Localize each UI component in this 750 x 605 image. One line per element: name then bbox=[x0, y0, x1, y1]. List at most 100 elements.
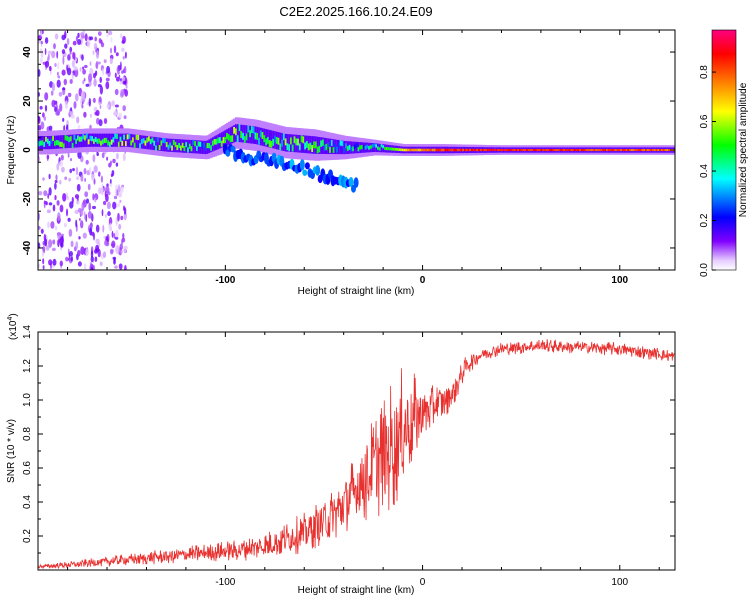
ridge-edge bbox=[85, 133, 90, 147]
ridge-core bbox=[290, 137, 294, 145]
noise-speck bbox=[103, 200, 107, 206]
noise-speck bbox=[55, 174, 58, 181]
ridge-core bbox=[627, 149, 631, 152]
figure-title: C2E2.2025.166.10.24.E09 bbox=[279, 4, 432, 19]
ridge-core bbox=[46, 138, 51, 144]
ridge-core bbox=[339, 140, 343, 146]
ridge-core bbox=[361, 145, 365, 150]
ridge-core bbox=[188, 143, 193, 149]
noise-speck bbox=[54, 195, 57, 201]
ridge-edge bbox=[156, 137, 161, 151]
noise-speck bbox=[106, 156, 108, 161]
snr-y-label: SNR (10 * v/v) bbox=[6, 419, 17, 483]
y-tick-label: 0.6 bbox=[22, 461, 33, 475]
ridge-core bbox=[306, 141, 310, 148]
ridge-core bbox=[121, 140, 125, 146]
noise-speck bbox=[116, 152, 119, 160]
colorbar bbox=[711, 29, 737, 271]
ridge-core bbox=[462, 148, 466, 152]
ridge-core bbox=[227, 134, 232, 141]
noise-speck bbox=[99, 76, 102, 83]
ridge-core bbox=[307, 143, 311, 151]
x-tick-label: 100 bbox=[611, 577, 628, 588]
ridge-core bbox=[329, 146, 333, 153]
noise-speck bbox=[106, 65, 111, 74]
noise-speck bbox=[89, 67, 94, 76]
noise-speck bbox=[47, 193, 50, 199]
noise-speck bbox=[89, 81, 92, 86]
ridge-core bbox=[513, 149, 517, 152]
ridge-core bbox=[197, 141, 201, 147]
noise-speck bbox=[115, 188, 117, 197]
ridge-core bbox=[551, 149, 555, 152]
ridge-core bbox=[474, 148, 478, 152]
noise-speck bbox=[83, 77, 86, 82]
colorbar-ticks: 0.0 0.2 0.4 0.6 0.8 bbox=[699, 65, 716, 277]
noise-speck bbox=[109, 160, 113, 166]
ridge-core bbox=[641, 149, 645, 152]
noise-speck bbox=[38, 69, 41, 77]
ridge-core bbox=[300, 135, 304, 143]
ridge-edge bbox=[107, 133, 111, 147]
ridge-core bbox=[549, 149, 553, 152]
noise-speck bbox=[92, 265, 96, 270]
ridge-core bbox=[346, 146, 350, 151]
noise-speck bbox=[121, 40, 125, 44]
ridge-edge bbox=[210, 138, 214, 153]
y-tick-label: 1.0 bbox=[22, 393, 33, 407]
noise-speck bbox=[104, 240, 108, 246]
ridge-core bbox=[416, 148, 420, 152]
noise-speck bbox=[90, 250, 94, 258]
noise-speck bbox=[111, 101, 115, 107]
noise-speck bbox=[85, 159, 89, 165]
ridge-core bbox=[235, 128, 239, 136]
ridge-core bbox=[114, 133, 118, 139]
ridge-edge bbox=[268, 129, 272, 148]
branch-blob bbox=[315, 165, 321, 176]
noise-speck bbox=[75, 209, 78, 214]
noise-speck bbox=[121, 47, 125, 52]
colorbar-tick-label: 0.0 bbox=[699, 263, 710, 277]
ridge-core bbox=[259, 130, 264, 138]
noise-speck bbox=[110, 36, 113, 43]
ridge-edge bbox=[109, 133, 113, 147]
ridge-core bbox=[338, 142, 342, 149]
snr-multiplier-close: ) bbox=[8, 313, 19, 316]
noise-speck bbox=[54, 63, 57, 67]
ridge-core bbox=[414, 148, 418, 152]
noise-speck bbox=[90, 173, 95, 181]
ridge-core bbox=[103, 137, 107, 143]
noise-speck bbox=[68, 228, 73, 237]
noise-speck bbox=[115, 52, 119, 57]
ridge-core bbox=[64, 135, 68, 141]
x-tick-label: 100 bbox=[611, 275, 628, 286]
ridge-core bbox=[158, 145, 162, 151]
ridge-core bbox=[652, 149, 656, 152]
ridge-core bbox=[426, 148, 430, 152]
noise-speck bbox=[38, 191, 43, 196]
ridge-core bbox=[192, 139, 196, 145]
ridge-core bbox=[602, 149, 606, 152]
ridge-edge bbox=[286, 134, 290, 152]
ridge-core bbox=[156, 137, 161, 143]
ridge-core bbox=[128, 133, 132, 139]
ridge-core bbox=[364, 145, 368, 150]
ridge-core bbox=[581, 149, 585, 152]
noise-speck bbox=[60, 233, 64, 237]
ridge-core bbox=[391, 147, 395, 151]
ridge-core bbox=[50, 138, 54, 144]
ridge-edge bbox=[311, 136, 315, 154]
ridge-edge bbox=[373, 143, 377, 152]
ridge-core bbox=[668, 149, 672, 152]
ridge-core bbox=[176, 145, 180, 151]
ridge-core bbox=[556, 149, 560, 152]
ridge-edge bbox=[279, 132, 283, 151]
ridge-core bbox=[94, 137, 98, 143]
noise-speck bbox=[54, 179, 58, 184]
ridge-core bbox=[648, 149, 652, 152]
ridge-core bbox=[566, 149, 571, 152]
ridge-core bbox=[453, 148, 457, 152]
noise-speck bbox=[69, 79, 73, 84]
ridge-core bbox=[148, 136, 152, 142]
noise-speck bbox=[62, 193, 67, 202]
